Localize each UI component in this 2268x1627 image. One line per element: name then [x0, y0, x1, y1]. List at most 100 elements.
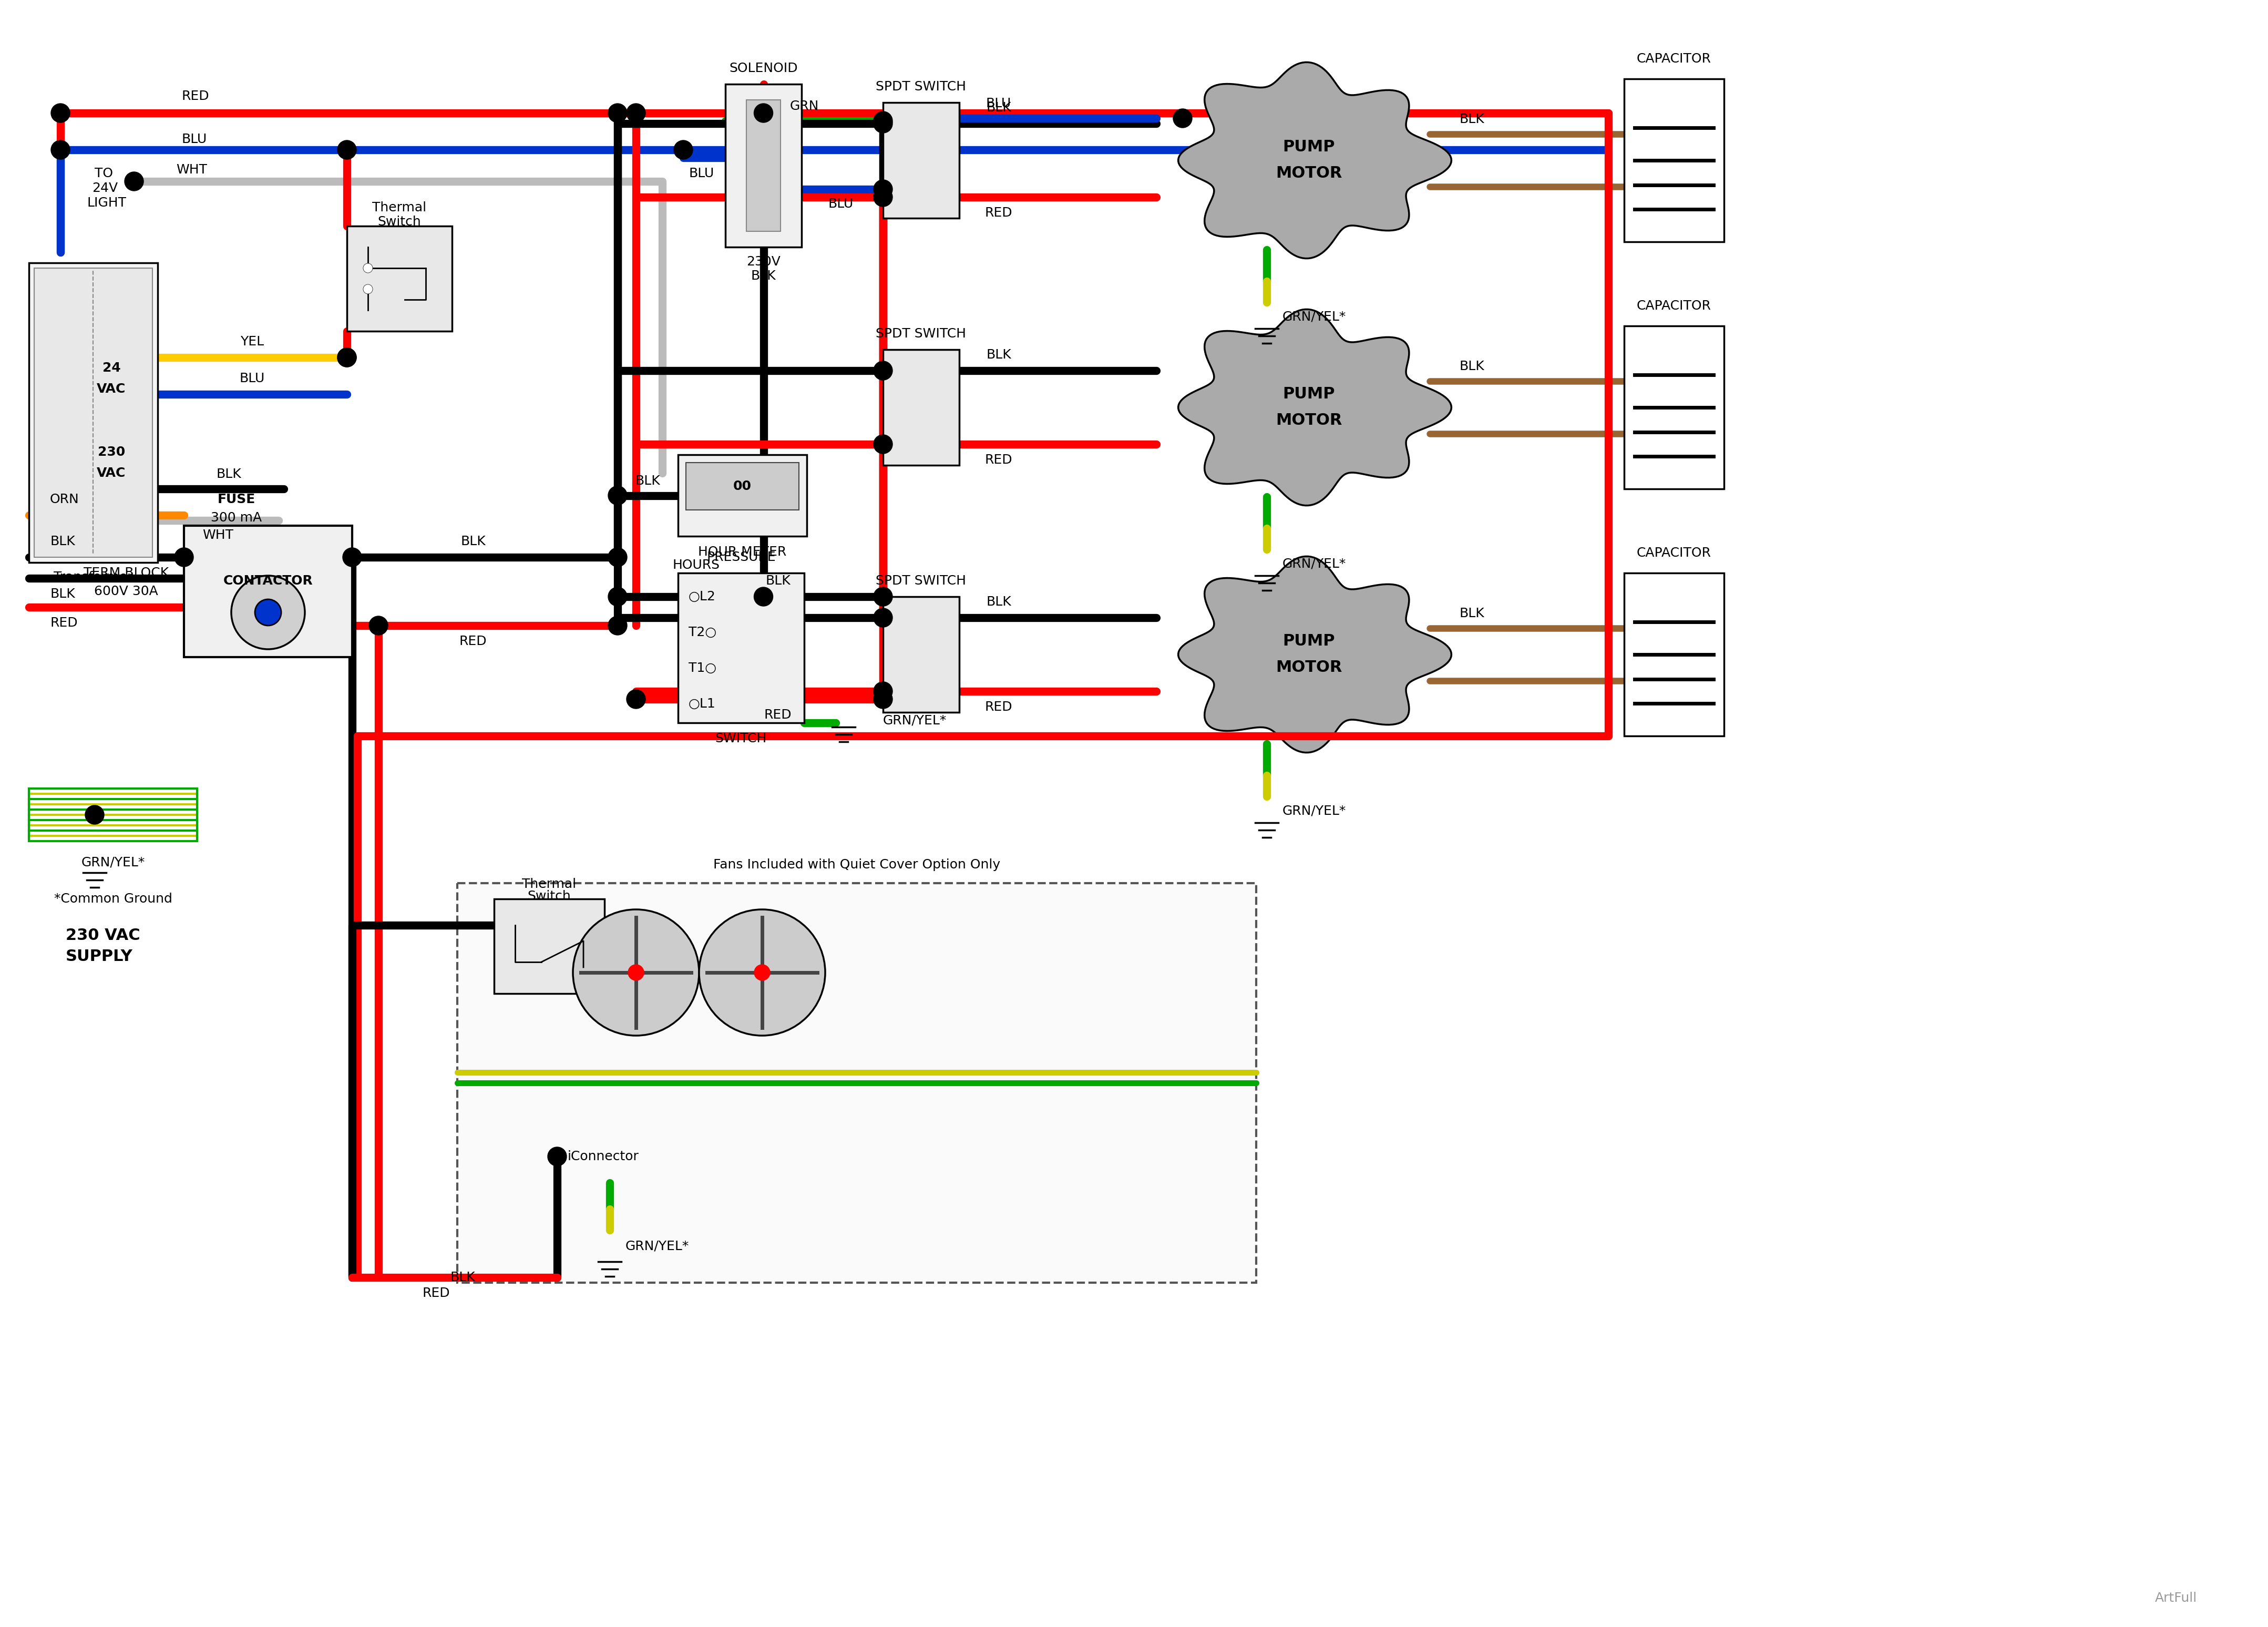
- Bar: [458, 883, 1256, 1282]
- Bar: [1624, 78, 1724, 242]
- Text: BLK: BLK: [449, 1271, 474, 1284]
- Circle shape: [363, 285, 372, 293]
- Text: SPDT SWITCH: SPDT SWITCH: [875, 327, 966, 340]
- Text: GRN/YEL*: GRN/YEL*: [82, 856, 145, 869]
- Text: TO: TO: [95, 168, 113, 181]
- Text: 230V: 230V: [746, 255, 780, 268]
- Text: 600V 30A: 600V 30A: [95, 586, 159, 597]
- Text: WHT: WHT: [177, 163, 206, 176]
- Circle shape: [873, 608, 894, 626]
- Text: 00: 00: [733, 480, 751, 493]
- Text: GRN/YEL*: GRN/YEL*: [626, 1240, 689, 1253]
- Bar: [494, 900, 606, 994]
- Text: BLK: BLK: [1458, 112, 1483, 125]
- Bar: [1624, 573, 1724, 735]
- Text: SUPPLY: SUPPLY: [66, 949, 134, 965]
- Text: ○L2: ○L2: [689, 591, 717, 604]
- Circle shape: [755, 965, 771, 981]
- Circle shape: [574, 909, 699, 1036]
- Text: 230 VAC: 230 VAC: [66, 927, 141, 944]
- Text: VAC: VAC: [98, 382, 127, 395]
- Text: BLU: BLU: [240, 373, 265, 386]
- Text: MOTOR: MOTOR: [1275, 661, 1343, 675]
- Text: YEL: YEL: [240, 335, 263, 348]
- Circle shape: [50, 140, 70, 159]
- Text: Thermal: Thermal: [522, 879, 576, 890]
- Circle shape: [626, 104, 646, 122]
- Text: BLK: BLK: [1458, 607, 1483, 620]
- Text: GRN/YEL*: GRN/YEL*: [1281, 805, 1347, 817]
- Text: GRN/YEL*: GRN/YEL*: [1281, 558, 1347, 571]
- Bar: [34, 268, 152, 556]
- Text: FUSE: FUSE: [218, 493, 256, 506]
- Circle shape: [753, 587, 773, 607]
- Circle shape: [50, 104, 70, 122]
- Text: ORN: ORN: [50, 493, 79, 506]
- Circle shape: [626, 690, 646, 709]
- Circle shape: [338, 348, 356, 368]
- Text: 300 mA: 300 mA: [211, 511, 263, 524]
- Text: SPDT SWITCH: SPDT SWITCH: [875, 574, 966, 587]
- Circle shape: [873, 114, 894, 133]
- Text: HOURS: HOURS: [674, 558, 719, 571]
- Text: T2○: T2○: [689, 626, 717, 639]
- Text: BLK: BLK: [215, 469, 240, 480]
- Text: RED: RED: [458, 635, 488, 648]
- Text: MOTOR: MOTOR: [1275, 413, 1343, 428]
- Text: CAPACITOR: CAPACITOR: [1637, 52, 1712, 65]
- Bar: [685, 462, 798, 509]
- Circle shape: [254, 599, 281, 625]
- Text: ○L1: ○L1: [689, 698, 717, 711]
- Text: CAPACITOR: CAPACITOR: [1637, 547, 1712, 560]
- Text: CAPACITOR: CAPACITOR: [1637, 299, 1712, 312]
- Bar: [746, 99, 780, 231]
- Text: RED: RED: [181, 89, 209, 103]
- Text: PUMP: PUMP: [1284, 633, 1336, 649]
- Text: BLU: BLU: [181, 133, 206, 145]
- Text: 24: 24: [102, 361, 120, 374]
- Circle shape: [753, 104, 773, 122]
- Circle shape: [363, 285, 372, 293]
- Bar: [726, 85, 801, 247]
- Text: 230: 230: [98, 446, 125, 459]
- Text: RED: RED: [422, 1287, 449, 1300]
- Circle shape: [608, 104, 626, 122]
- Circle shape: [608, 617, 626, 635]
- Text: CONTACTOR: CONTACTOR: [222, 574, 313, 587]
- Circle shape: [608, 486, 626, 504]
- Bar: [882, 597, 959, 713]
- Text: RED: RED: [50, 617, 77, 630]
- Text: RED: RED: [984, 454, 1012, 467]
- Circle shape: [699, 909, 826, 1036]
- Bar: [882, 350, 959, 465]
- Polygon shape: [1179, 309, 1452, 506]
- Circle shape: [231, 576, 304, 649]
- Circle shape: [86, 805, 104, 825]
- Text: Switch: Switch: [528, 890, 572, 903]
- Text: BLU: BLU: [828, 197, 853, 210]
- Text: Fans Included with Quiet Cover Option Only: Fans Included with Quiet Cover Option On…: [712, 859, 1000, 870]
- Circle shape: [547, 1147, 567, 1167]
- Circle shape: [342, 548, 361, 566]
- Text: TERM BLOCK: TERM BLOCK: [84, 566, 168, 579]
- Text: WHT: WHT: [202, 529, 234, 542]
- Text: SOLENOID: SOLENOID: [728, 62, 798, 75]
- Bar: [678, 573, 805, 722]
- Polygon shape: [1179, 556, 1452, 753]
- Text: BLK: BLK: [50, 587, 75, 600]
- Text: RED: RED: [984, 701, 1012, 713]
- Text: PUMP: PUMP: [1284, 140, 1336, 155]
- Text: BLK: BLK: [635, 475, 660, 486]
- Circle shape: [674, 140, 692, 159]
- Text: BLU: BLU: [689, 168, 714, 181]
- Polygon shape: [1179, 62, 1452, 259]
- Circle shape: [363, 264, 372, 272]
- Text: VAC: VAC: [98, 467, 127, 480]
- Text: RED: RED: [984, 207, 1012, 220]
- Bar: [882, 103, 959, 218]
- Text: iConnector: iConnector: [567, 1150, 640, 1163]
- Text: HOUR METER: HOUR METER: [699, 545, 787, 558]
- Circle shape: [873, 361, 894, 381]
- Circle shape: [873, 187, 894, 207]
- Text: MOTOR: MOTOR: [1275, 166, 1343, 181]
